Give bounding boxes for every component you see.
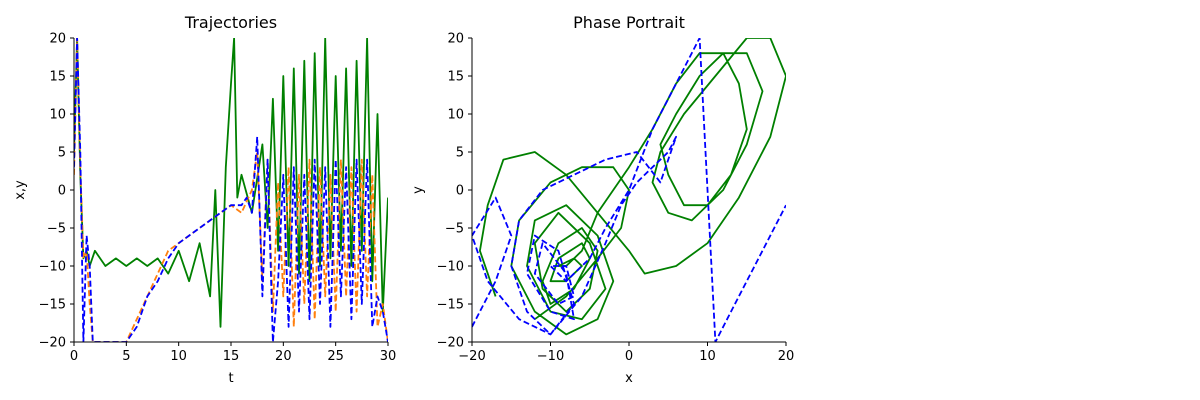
y-tick-label: −15 (437, 298, 464, 313)
x-tick-label: −20 (458, 349, 485, 364)
chart-title: Phase Portrait (573, 13, 685, 32)
series-line-2 (74, 38, 388, 342)
y-tick-label: −5 (445, 222, 464, 237)
plot-area (74, 38, 388, 342)
x-tick-label: 25 (327, 349, 344, 364)
y-tick-label: 20 (49, 32, 66, 47)
x-tick-label: 5 (122, 349, 130, 364)
x-axis-label: t (228, 371, 233, 386)
y-axis-label: y (411, 186, 426, 194)
y-tick-label: 10 (49, 108, 66, 123)
x-tick-label: 15 (223, 349, 240, 364)
y-tick-label: −20 (39, 336, 66, 351)
x-tick-label: 0 (625, 349, 633, 364)
y-tick-label: −5 (47, 222, 66, 237)
x-tick-label: 10 (170, 349, 187, 364)
y-tick-label: 15 (49, 70, 66, 85)
y-tick-label: 0 (58, 184, 66, 199)
x-tick-label: 30 (380, 349, 397, 364)
y-tick-label: −10 (437, 260, 464, 275)
y-axis-label: x,y (13, 180, 28, 200)
series-line-1 (472, 38, 786, 342)
y-tick-label: 0 (456, 184, 464, 199)
trajectories-panel: 0 5 10 15 20 25 30 −20 −15 −10 −5 0 5 10 15 20 Trajector… (13, 13, 396, 386)
y-tick-label: 20 (447, 32, 464, 47)
y-tick-label: −10 (39, 260, 66, 275)
plot-area (472, 38, 786, 342)
y-tick-label: −20 (437, 336, 464, 351)
y-tick-label: 5 (58, 146, 66, 161)
x-tick-label: 20 (778, 349, 795, 364)
y-tick-label: 10 (447, 108, 464, 123)
phase-portrait-panel: −20 −10 0 10 20 −20 −15 −10 −5 0 5 10 15 20 Phase Port… (411, 13, 794, 386)
chart-title: Trajectories (184, 13, 277, 32)
x-tick-label: 10 (699, 349, 716, 364)
series-line-0 (478, 38, 786, 336)
x-tick-label: 0 (70, 349, 78, 364)
x-tick-label: −10 (537, 349, 564, 364)
y-tick-label: 15 (447, 70, 464, 85)
y-tick-label: −15 (39, 298, 66, 313)
x-axis-label: x (625, 371, 633, 386)
x-tick-label: 20 (275, 349, 292, 364)
y-tick-label: 5 (456, 146, 464, 161)
